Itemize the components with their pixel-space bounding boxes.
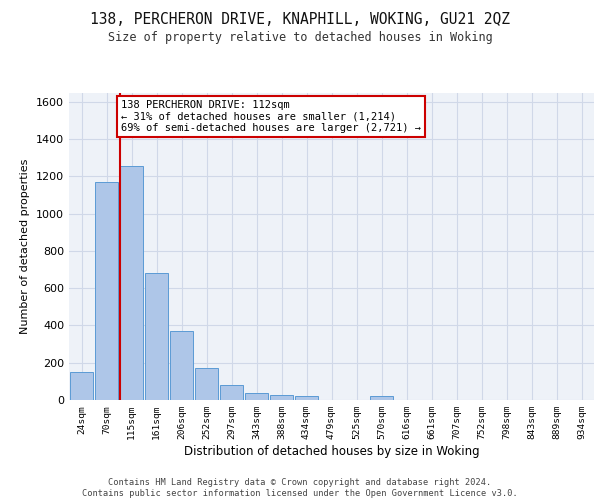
Bar <box>370 396 393 400</box>
Bar <box>170 331 193 400</box>
Text: 138 PERCHERON DRIVE: 112sqm
← 31% of detached houses are smaller (1,214)
69% of : 138 PERCHERON DRIVE: 112sqm ← 31% of det… <box>121 100 421 133</box>
Bar <box>120 166 143 400</box>
X-axis label: Distribution of detached houses by size in Woking: Distribution of detached houses by size … <box>184 445 479 458</box>
Bar <box>220 385 243 400</box>
Text: Size of property relative to detached houses in Woking: Size of property relative to detached ho… <box>107 31 493 44</box>
Text: Contains HM Land Registry data © Crown copyright and database right 2024.
Contai: Contains HM Land Registry data © Crown c… <box>82 478 518 498</box>
Bar <box>195 368 218 400</box>
Text: 138, PERCHERON DRIVE, KNAPHILL, WOKING, GU21 2QZ: 138, PERCHERON DRIVE, KNAPHILL, WOKING, … <box>90 12 510 28</box>
Bar <box>145 274 168 400</box>
Bar <box>245 392 268 400</box>
Y-axis label: Number of detached properties: Number of detached properties <box>20 158 31 334</box>
Bar <box>95 182 118 400</box>
Bar <box>295 396 318 400</box>
Bar <box>70 372 93 400</box>
Bar <box>270 395 293 400</box>
